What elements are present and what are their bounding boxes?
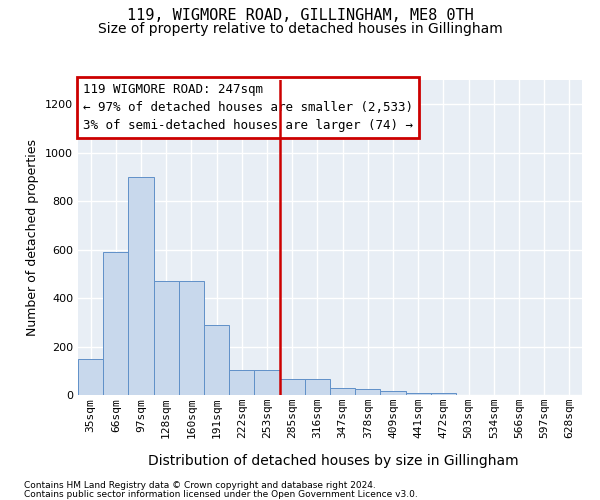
- Bar: [204, 324, 229, 395]
- Bar: [305, 379, 330, 395]
- Text: Contains public sector information licensed under the Open Government Licence v3: Contains public sector information licen…: [24, 490, 418, 499]
- Bar: [229, 370, 254, 395]
- Bar: [128, 177, 154, 395]
- Bar: [406, 392, 431, 395]
- Bar: [179, 281, 204, 395]
- Bar: [154, 281, 179, 395]
- Bar: [355, 389, 380, 395]
- Y-axis label: Number of detached properties: Number of detached properties: [26, 139, 40, 336]
- Bar: [431, 392, 456, 395]
- Text: 119, WIGMORE ROAD, GILLINGHAM, ME8 0TH: 119, WIGMORE ROAD, GILLINGHAM, ME8 0TH: [127, 8, 473, 22]
- Text: Size of property relative to detached houses in Gillingham: Size of property relative to detached ho…: [98, 22, 502, 36]
- Text: Distribution of detached houses by size in Gillingham: Distribution of detached houses by size …: [148, 454, 518, 468]
- Text: 119 WIGMORE ROAD: 247sqm
← 97% of detached houses are smaller (2,533)
3% of semi: 119 WIGMORE ROAD: 247sqm ← 97% of detach…: [83, 83, 413, 132]
- Bar: [280, 379, 305, 395]
- Bar: [380, 392, 406, 395]
- Bar: [330, 388, 355, 395]
- Text: Contains HM Land Registry data © Crown copyright and database right 2024.: Contains HM Land Registry data © Crown c…: [24, 481, 376, 490]
- Bar: [103, 252, 128, 395]
- Bar: [254, 370, 280, 395]
- Bar: [78, 358, 103, 395]
